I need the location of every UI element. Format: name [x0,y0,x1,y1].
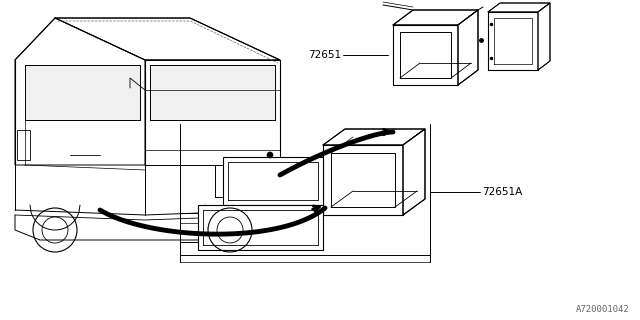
Polygon shape [323,145,403,215]
Polygon shape [538,3,550,70]
Text: A720001042: A720001042 [576,305,630,314]
Polygon shape [150,65,275,120]
Polygon shape [223,157,323,205]
Polygon shape [403,129,425,215]
Polygon shape [15,18,145,165]
Circle shape [267,152,273,158]
Polygon shape [25,65,140,120]
Polygon shape [393,10,478,25]
Polygon shape [458,10,478,85]
Polygon shape [198,205,323,250]
Polygon shape [393,25,458,85]
Polygon shape [145,60,280,165]
Polygon shape [55,18,280,60]
Text: 72651: 72651 [308,50,341,60]
Polygon shape [323,129,425,145]
Polygon shape [488,3,550,12]
Polygon shape [17,130,30,160]
Text: 72651A: 72651A [482,187,522,197]
Polygon shape [488,12,538,70]
